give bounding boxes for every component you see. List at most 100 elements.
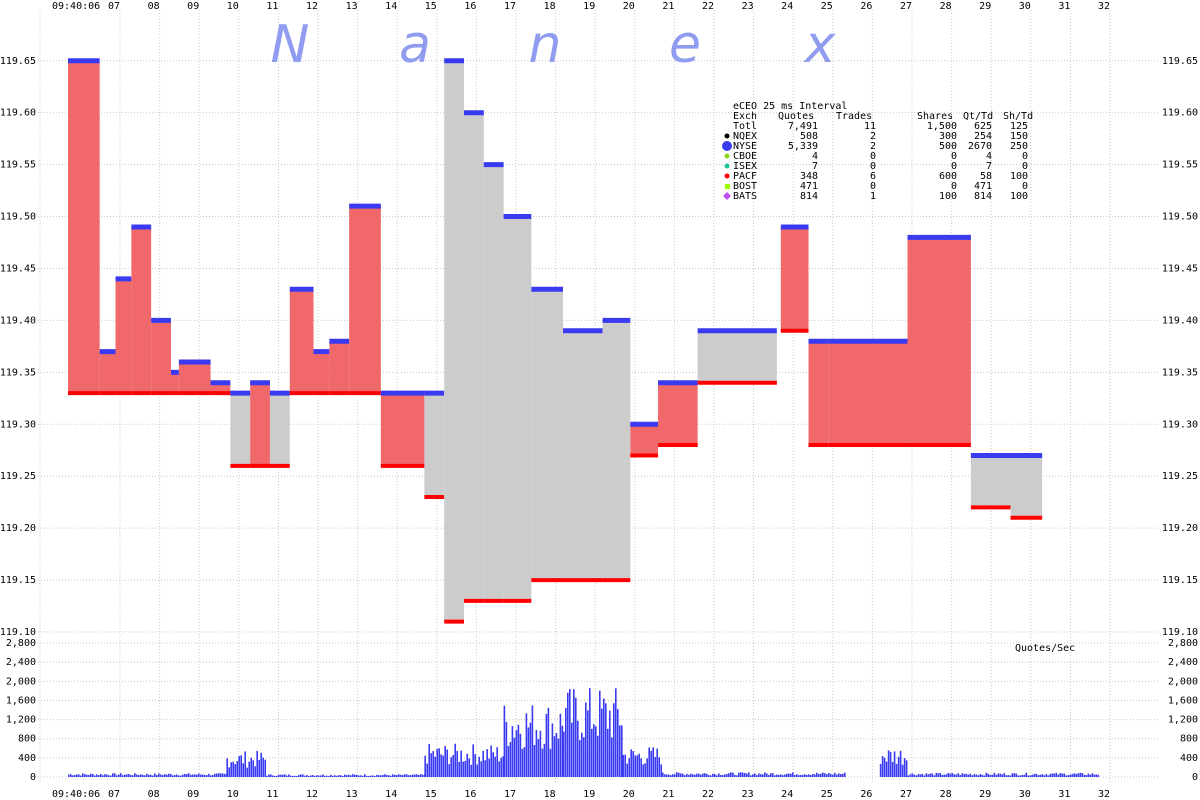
qps-bar — [893, 751, 896, 777]
qps-bar — [1067, 775, 1070, 777]
legend-cell: BOST — [733, 181, 757, 192]
y-tick-label-right: 119.55 — [1162, 160, 1198, 171]
qps-bar — [830, 773, 832, 777]
qps-bar — [798, 775, 800, 777]
qps-bar — [704, 773, 706, 777]
watermark-letter: a — [399, 15, 431, 75]
qps-bar — [150, 774, 152, 777]
qps-bar — [1091, 773, 1094, 777]
x-tick-label: 21 — [662, 789, 674, 800]
y-tick-label-right: 119.10 — [1162, 627, 1198, 638]
qps-bar — [250, 757, 252, 777]
qps-bar — [601, 708, 603, 777]
qps-bar — [70, 774, 72, 777]
qps-bar — [710, 775, 712, 777]
qps-y-tick-label: 400 — [18, 753, 36, 764]
qps-bar — [108, 775, 110, 777]
qps-bar — [903, 758, 906, 777]
qps-bar — [583, 737, 585, 777]
qps-bar — [358, 775, 360, 777]
legend-cell: PACF — [733, 171, 757, 182]
qps-bar — [364, 774, 366, 777]
legend-cell: 0 — [870, 181, 876, 192]
qps-bar — [571, 722, 573, 777]
spread-area — [329, 341, 350, 394]
qps-bar — [973, 774, 976, 777]
legend-cell: 6 — [870, 171, 876, 182]
qps-bar — [158, 773, 160, 777]
watermark-letter: x — [803, 15, 837, 75]
qps-bar — [840, 773, 842, 777]
qps-bar — [260, 752, 262, 777]
qps-bar — [376, 774, 378, 777]
qps-bar — [505, 721, 508, 777]
spread-area — [289, 289, 314, 394]
y-tick-label-right: 119.40 — [1162, 315, 1198, 326]
qps-bar — [154, 773, 156, 777]
qps-bar — [412, 774, 414, 777]
qps-bar — [470, 764, 472, 777]
qps-bar — [120, 773, 122, 777]
qps-bar — [760, 774, 762, 777]
qps-bar — [684, 775, 686, 777]
qps-bar — [452, 755, 454, 777]
y-tick-labels: 119.65 119.65 119.60 119.60 119.55 119.55 119.… — [0, 56, 1198, 783]
qps-bar — [116, 775, 118, 777]
qps-bar — [326, 775, 328, 777]
qps-bar — [366, 775, 368, 777]
qps-bar — [965, 773, 968, 777]
qps-bar — [638, 753, 640, 777]
qps-bar — [342, 775, 344, 777]
qps-bar — [438, 748, 440, 777]
qps-bar — [937, 773, 940, 777]
qps-bar — [132, 775, 134, 777]
qps-bar — [216, 773, 218, 777]
x-tick-label: 14 — [385, 1, 397, 12]
qps-bar — [1081, 772, 1084, 777]
qps-bar — [509, 742, 512, 777]
qps-bar — [790, 773, 792, 777]
qps-bar — [164, 774, 166, 777]
qps-bar — [603, 698, 605, 777]
legend-cell: NYSE — [733, 141, 757, 152]
legend-cell: 58 — [980, 171, 992, 182]
qps-bar — [490, 745, 492, 777]
legend-cell: 0 — [1022, 151, 1028, 162]
qps-bar — [340, 775, 342, 777]
qps-bar — [690, 773, 692, 777]
qps-bar — [440, 754, 442, 777]
qps-bar — [106, 774, 108, 777]
qps-bar — [941, 774, 944, 777]
qps-bar — [148, 774, 150, 777]
qps-bar — [298, 774, 300, 777]
qps-bar — [272, 775, 274, 777]
qps-bar — [222, 773, 224, 777]
qps-bar — [182, 774, 184, 777]
qps-bar — [290, 775, 292, 777]
legend-cell: 100 — [1010, 191, 1028, 202]
qps-bar — [832, 774, 834, 777]
qps-bar — [674, 774, 676, 777]
qps-bar — [816, 772, 818, 777]
qps-bar — [700, 774, 702, 777]
watermark-letter: N — [271, 15, 310, 75]
qps-bar — [613, 703, 615, 777]
qps-bar — [110, 775, 112, 777]
qps-bar — [531, 705, 534, 777]
spread-area — [349, 206, 381, 394]
qps-bar — [879, 763, 882, 777]
qps-bar — [122, 775, 124, 777]
qps-bar — [581, 732, 583, 777]
qps-bar — [1071, 774, 1074, 777]
qps-bar — [535, 730, 538, 777]
x-tick-label: 12 — [306, 1, 318, 12]
y-tick-label-right: 119.35 — [1162, 367, 1198, 378]
x-tick-label: 32 — [1098, 789, 1110, 800]
spread-area — [503, 216, 532, 601]
qps-bar — [1057, 774, 1060, 777]
legend-marker — [724, 163, 730, 169]
qps-bar — [234, 764, 236, 777]
qps-bar — [1011, 773, 1014, 777]
spread-area — [1010, 455, 1043, 518]
qps-bar — [529, 722, 532, 777]
